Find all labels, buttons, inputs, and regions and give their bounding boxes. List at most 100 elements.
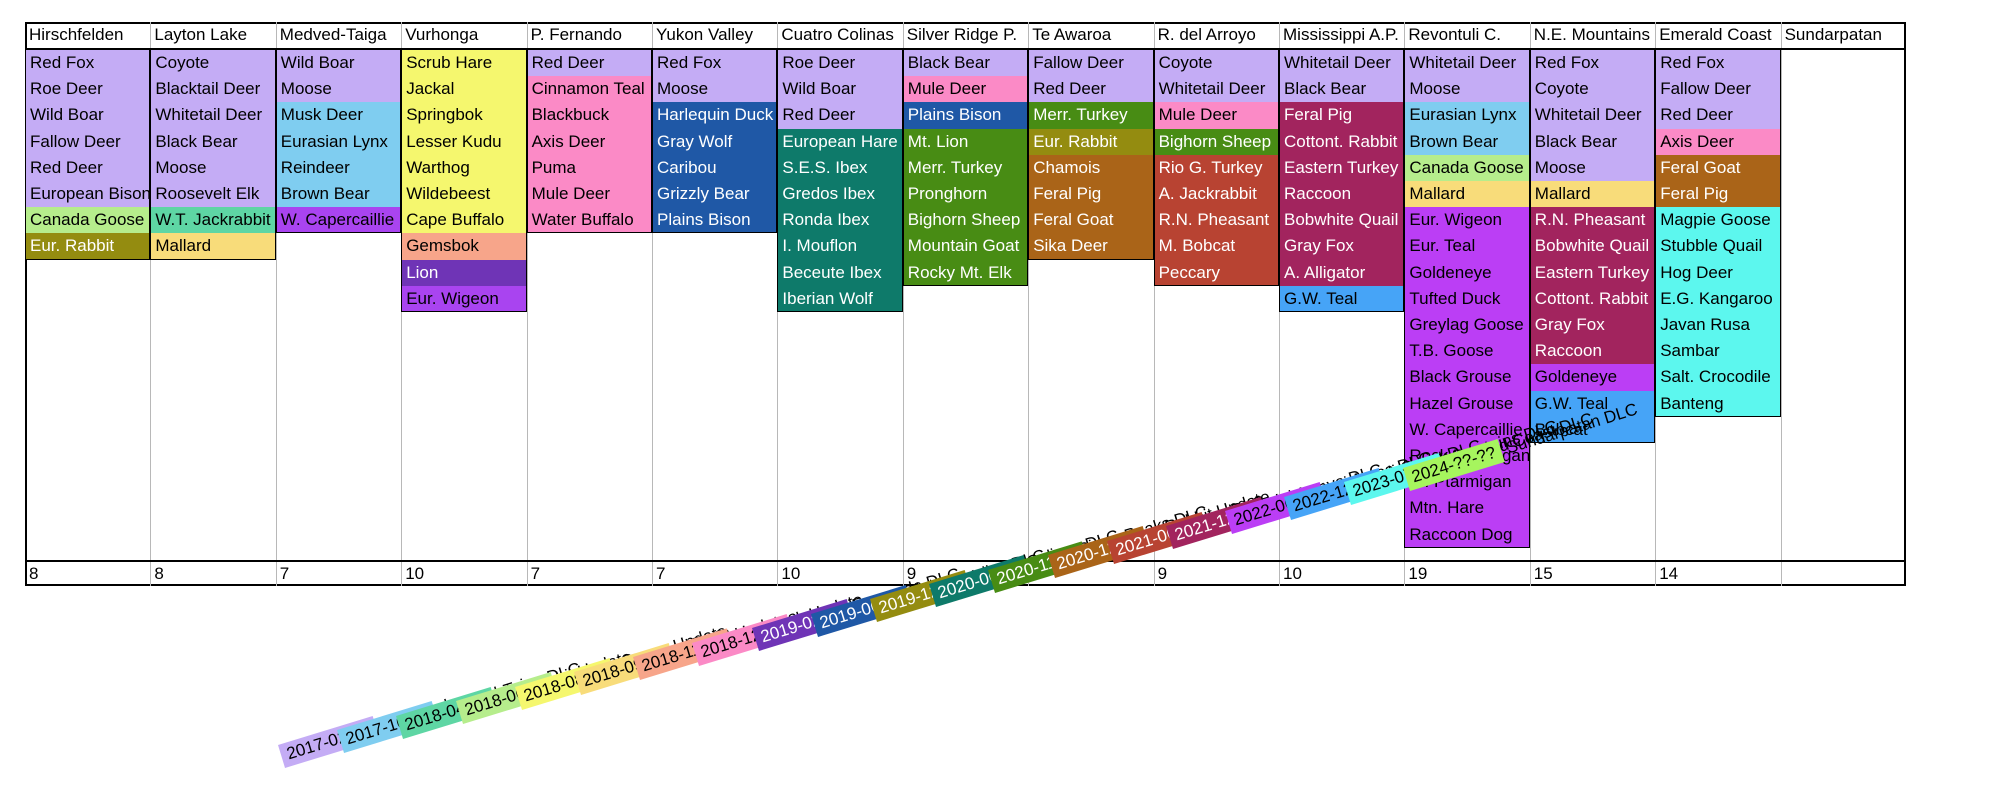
column-stack-outline [526,50,652,234]
animal-label: Feral Pig [1660,184,1729,203]
animal-label: Wildebeest [406,184,491,203]
animal-label: Wild Boar [30,105,104,125]
animal-label: Greylag Goose [1409,315,1524,334]
species-count: 9 [1157,564,1168,583]
animal-label: Brown Bear [280,184,370,203]
animal-label: Raccoon [1534,341,1602,361]
animal-label: Reindeer [280,157,350,177]
map-header[interactable]: Revontuli C. [1408,25,1501,44]
species-count: 8 [29,564,39,583]
column-stack-outline [1153,50,1279,286]
map-header[interactable]: Yukon Valley [656,25,754,44]
column-divider [526,22,528,586]
animal-label: Canada Goose [30,210,145,230]
animal-label: Fallow Deer [1660,79,1751,99]
animal-label: Mule Deer [1158,105,1238,125]
animal-label: Roe Deer [30,79,103,99]
animal-label: R.N. Pheasant [1534,210,1646,230]
animal-label: Fallow Deer [1033,53,1124,72]
map-header[interactable]: Emerald Coast [1659,25,1772,44]
animal-label: Cottont. Rabbit [1534,288,1649,308]
map-header[interactable]: Sundarpatan [1784,25,1882,44]
map-header[interactable]: Silver Ridge P. [906,25,1018,44]
animal-label: W. Capercaillie [1409,419,1523,439]
animal-label: S.E.S. Ibex [782,157,868,177]
map-header[interactable]: N.E. Mountains [1533,25,1651,44]
map-header[interactable]: R. del Arroyo [1157,25,1256,44]
animal-label: Harlequin Duck [657,105,774,125]
species-count: 19 [1408,564,1428,583]
animal-label: E.G. Kangaroo [1660,288,1773,308]
map-header[interactable]: Cuatro Colinas [781,25,894,44]
animal-label: Red Fox [657,53,722,72]
animal-label: Eur. Rabbit [30,236,115,256]
animal-label: Feral Pig [1284,105,1353,125]
release-group-block [1405,50,1530,103]
animal-label: Gray Wolf [657,131,733,151]
column-divider [1153,22,1155,586]
release-group-block [1656,128,1781,155]
release-group-block [1029,154,1154,260]
map-header[interactable]: Layton Lake [154,25,248,44]
animal-label: Axis Deer [1660,131,1734,151]
release-group-block [1154,50,1279,103]
map-header[interactable]: Medved-Taiga [279,25,387,44]
animal-label: Gredos Ibex [782,184,875,203]
animal-label: W. Capercaillie [280,210,395,230]
animal-label: Mallard [1409,184,1466,203]
animal-label: Eur. Teal [1409,236,1476,256]
animal-label: Scrub Hare [406,53,493,72]
animal-label: Coyote [155,53,210,72]
map-header[interactable]: Hirschfelden [29,25,124,44]
animal-label: Water Buffalo [531,210,634,230]
map-header[interactable]: Vurhonga [405,25,479,44]
release-group-block [903,102,1029,129]
release-group-block [1280,285,1405,312]
animal-label: Sambar [1660,341,1720,361]
map-header[interactable]: P. Fernando [530,25,622,44]
release-group-block [1405,102,1530,155]
map-header[interactable]: Mississippi A.P. [1283,25,1399,44]
animal-label: Whitetail Deer [1534,105,1642,125]
animal-label: Eurasian Lynx [280,131,388,151]
release-group-block [527,76,652,234]
animal-label: Mule Deer [531,184,611,203]
animal-label: Banteng [1660,393,1724,413]
animal-label: Warthog [406,157,470,177]
animal-label: Red Deer [30,157,103,177]
animal-label: Gray Fox [1534,315,1605,334]
animal-label: Lion [406,262,439,282]
count-row-divider [25,560,1906,562]
animal-label: Bighorn Sheep [907,210,1021,230]
animal-label: Red Fox [1660,53,1725,72]
animal-label: Fallow Deer [30,131,121,151]
release-group-block [151,207,276,234]
animal-label: Goldeneye [1409,262,1492,282]
animal-label: Blackbuck [531,105,610,125]
animal-label: A. Alligator [1284,262,1366,282]
animal-label: Whitetail Deer [1284,53,1391,72]
release-group-block [903,128,1029,286]
release-group-block [653,50,778,103]
animal-label: Black Bear [1284,79,1367,99]
animal-label: Ronda Ibex [782,210,870,230]
release-group-block [26,233,151,260]
release-group-block [151,50,276,208]
animal-label: Coyote [1158,53,1213,72]
animal-label: Bobwhite Quail [1534,236,1650,256]
animal-label: Moose [1409,79,1461,99]
animal-label: Canada Goose [1409,157,1524,177]
animal-label: Rocky Mt. Elk [907,262,1012,282]
release-group-block [402,259,527,286]
column-stack-outline [275,50,402,234]
animal-label: Springbok [406,105,483,125]
animal-label: G.W. Teal [1534,393,1609,413]
animal-label: Peccary [1158,262,1221,282]
release-group-block [1656,154,1781,208]
release-group-block [1029,102,1154,129]
map-header[interactable]: Te Awaroa [1032,25,1112,44]
animal-label: Jackal [406,79,455,99]
release-group-block [778,128,903,312]
release-group-block [402,233,527,260]
animal-label: Whitetail Deer [1409,53,1517,72]
